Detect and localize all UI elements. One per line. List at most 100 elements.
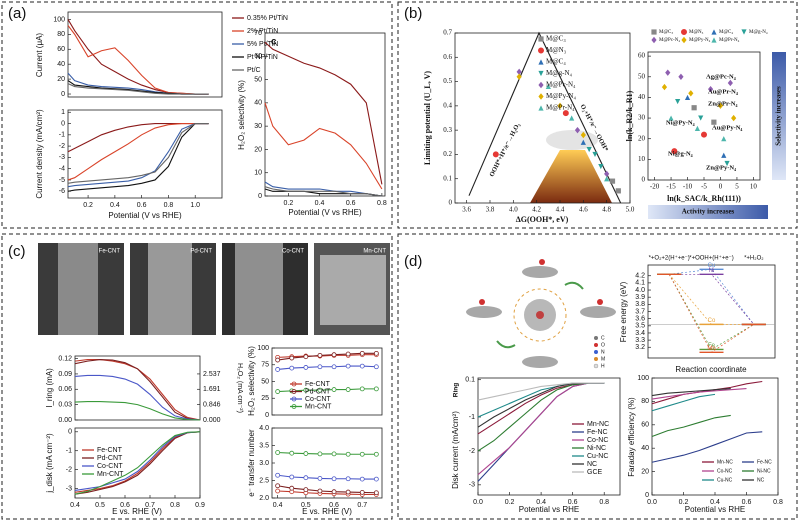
x-tick-label: 0.4 xyxy=(70,502,80,509)
x-tick-label: -5 xyxy=(701,183,707,191)
plot-frame xyxy=(264,32,386,197)
series-label: Cu xyxy=(708,263,716,269)
legend-label: Mn-NC xyxy=(587,421,609,428)
x-tick-label: 0.4 xyxy=(315,200,325,207)
y-axis-label: j_disk (mA cm⁻²) xyxy=(45,433,54,494)
y-axis-label: Current (μA) xyxy=(35,33,44,78)
legend-label: Pt NP/TiN xyxy=(247,54,278,61)
legend-label: Pd-CNT xyxy=(97,455,123,462)
y-tick-label: 0.4 xyxy=(443,101,452,109)
y2-tick-label: 2.537 xyxy=(203,371,221,378)
data-point xyxy=(701,131,708,138)
x-tick-label: 0.0 xyxy=(647,499,657,506)
series-line xyxy=(651,380,763,405)
x-tick-label: 0.2 xyxy=(284,200,294,207)
series-line xyxy=(264,186,382,197)
y-tick-label: 60 xyxy=(638,52,646,60)
x-tick-label: 4.2 xyxy=(532,206,541,214)
series-line xyxy=(668,274,755,350)
y-tick-label: 3.8 xyxy=(635,301,645,308)
y-tick-label: 60 xyxy=(641,422,649,429)
legend-label: Cu-NC xyxy=(587,453,608,460)
y-tick-label: 0.12 xyxy=(58,355,72,362)
legend-label: Fe-NC xyxy=(757,459,772,465)
legend-label: Cu-NC xyxy=(717,477,733,483)
x-tick-label: 0.6 xyxy=(568,499,578,506)
y-tick-label: 0.2 xyxy=(443,150,452,158)
series-line xyxy=(67,122,209,181)
plot-frame xyxy=(67,109,223,199)
legend-marker xyxy=(538,93,544,100)
x-axis-label: Potential vs RHE xyxy=(685,505,745,514)
y-tick-label: 75 xyxy=(261,362,269,369)
legend-label: M@C₄ xyxy=(546,58,566,66)
y-axis-label: Faraday efficiency (%) xyxy=(627,397,636,477)
y-tick-label: 3.9 xyxy=(635,294,645,301)
legend-marker xyxy=(538,36,544,42)
series-line xyxy=(651,414,731,438)
data-point xyxy=(373,386,379,392)
legend-label: Co-NC xyxy=(717,468,733,474)
data-point xyxy=(275,483,281,489)
series-line xyxy=(468,31,622,204)
legend-marker xyxy=(538,59,544,65)
legend-marker xyxy=(711,29,717,35)
arrow-bar xyxy=(772,52,786,180)
data-point xyxy=(317,475,323,481)
data-point xyxy=(317,387,323,393)
x-tick-label: 0.7 xyxy=(145,502,155,509)
y-tick-label: 0.1 xyxy=(443,174,452,182)
series-label: Co xyxy=(708,318,716,324)
data-point xyxy=(698,115,704,121)
y-axis-label: e⁻ transfer number xyxy=(247,429,256,497)
x-tick-label: 5 xyxy=(735,183,739,191)
x-tick-label: 3.6 xyxy=(462,206,471,214)
annotation: OOH*+H⁺/e⁻→H₂O₂ xyxy=(488,122,521,178)
panel-label: (d) xyxy=(404,253,422,270)
data-point xyxy=(569,115,575,121)
plot-frame xyxy=(647,51,761,181)
y-tick-label: 0.09 xyxy=(58,371,72,378)
y-tick-label: -3 xyxy=(66,485,72,492)
y2-tick-label: 0.846 xyxy=(203,401,221,408)
y-tick-label: 20 xyxy=(641,468,649,475)
y-tick-label: 3.5 xyxy=(635,323,645,330)
y-tick-label: 0.06 xyxy=(58,386,72,393)
series-line xyxy=(74,401,201,421)
y-tick-label: 4.1 xyxy=(635,280,645,287)
data-point xyxy=(345,351,351,357)
data-point xyxy=(609,178,616,184)
y-tick-label: 3.2 xyxy=(635,344,645,351)
x-tick-label: 4.6 xyxy=(579,206,588,214)
arrow-bar xyxy=(648,205,768,219)
y-tick-label: 2.0 xyxy=(259,495,269,502)
series-line xyxy=(264,102,383,190)
legend-label: 0.35% Pt/TiN xyxy=(247,15,288,22)
legend-label: M@Pc-N₄ xyxy=(659,38,680,43)
data-point xyxy=(275,357,281,363)
series-line xyxy=(74,431,201,495)
plot-frame xyxy=(74,355,201,421)
series-line xyxy=(74,359,201,421)
series-label: Mn xyxy=(707,346,715,352)
chart-title: c xyxy=(271,37,277,48)
data-point xyxy=(580,131,586,139)
data-point xyxy=(721,152,727,158)
series-line xyxy=(477,382,605,476)
annotation: Activity increases xyxy=(682,208,735,216)
legend-marker xyxy=(711,37,717,43)
data-point xyxy=(373,350,379,356)
legend-label: M@Pr-N₄ xyxy=(719,38,740,43)
data-point xyxy=(711,119,717,125)
y-tick-label: 0.5 xyxy=(443,77,452,85)
data-point xyxy=(317,451,323,457)
y-tick-label: -4 xyxy=(59,166,65,173)
y-tick-label: -6 xyxy=(59,188,65,195)
data-point xyxy=(586,146,592,153)
y-tick-label: 3.4 xyxy=(635,330,645,337)
series-line xyxy=(67,80,209,95)
legend-label: NC xyxy=(757,477,765,483)
data-point xyxy=(331,364,337,370)
y-tick-label: 10 xyxy=(638,155,646,163)
y-axis-label: Disk current (mA/cm²) xyxy=(451,411,460,489)
